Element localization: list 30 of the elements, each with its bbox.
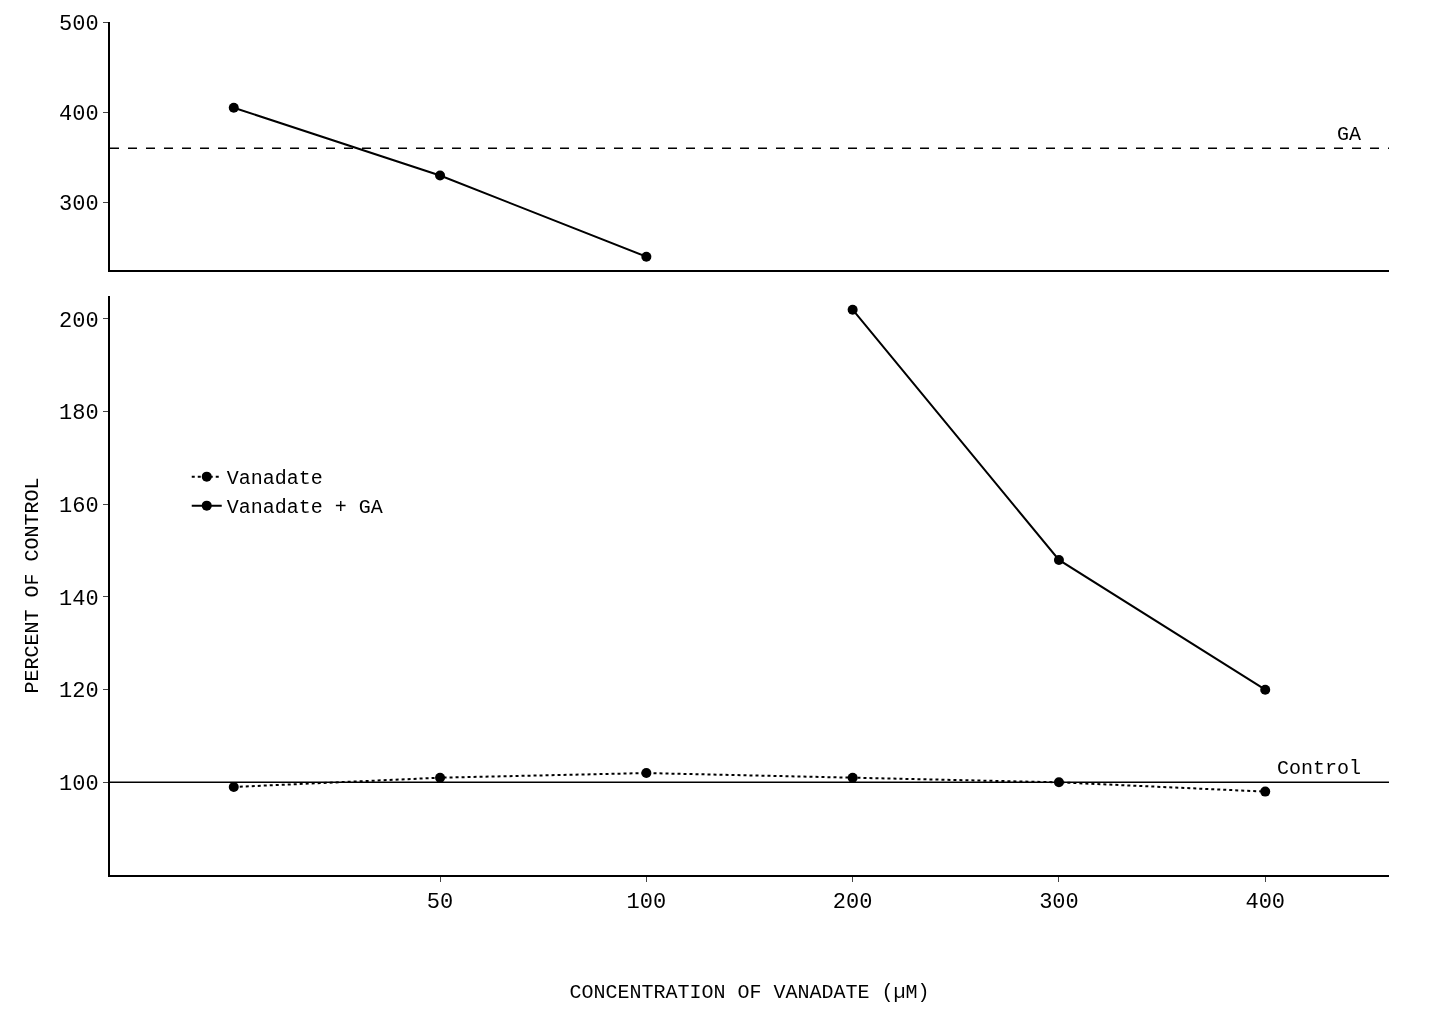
x-tick-label: 50 [426, 890, 454, 916]
point [847, 304, 858, 315]
point [1260, 684, 1271, 695]
point [1260, 786, 1271, 797]
point [228, 102, 239, 113]
legend-label: Vanadate + GA [226, 496, 383, 520]
x-tick-label: 300 [1039, 890, 1079, 916]
ref-line-label: Control [1277, 757, 1362, 780]
point [641, 768, 652, 779]
y-tick-label: 200 [58, 308, 99, 334]
y-tick-label: 500 [58, 11, 99, 37]
y-tick-label: 100 [58, 772, 99, 798]
y-tick-label: 120 [58, 679, 99, 705]
point [1053, 554, 1064, 565]
ref-line-label: GA [1337, 123, 1362, 146]
y-tick-label: 160 [58, 494, 99, 520]
legend-label: Vanadate [226, 467, 323, 491]
x-tick-label: 100 [626, 890, 667, 916]
y-tick-label: 300 [58, 192, 99, 218]
point [435, 772, 446, 783]
x-axis-title: CONCENTRATION OF VANADATE (µM) [569, 981, 930, 1005]
y-tick-label: 140 [58, 586, 99, 612]
y-axis-title: PERCENT OF CONTROL [20, 477, 44, 694]
y-tick-label: 180 [58, 401, 99, 427]
x-tick-label: 400 [1245, 890, 1286, 916]
point [641, 251, 652, 262]
y-tick-label: 400 [58, 101, 99, 127]
point [435, 170, 446, 181]
point [847, 772, 858, 783]
x-tick-label: 200 [832, 890, 873, 916]
